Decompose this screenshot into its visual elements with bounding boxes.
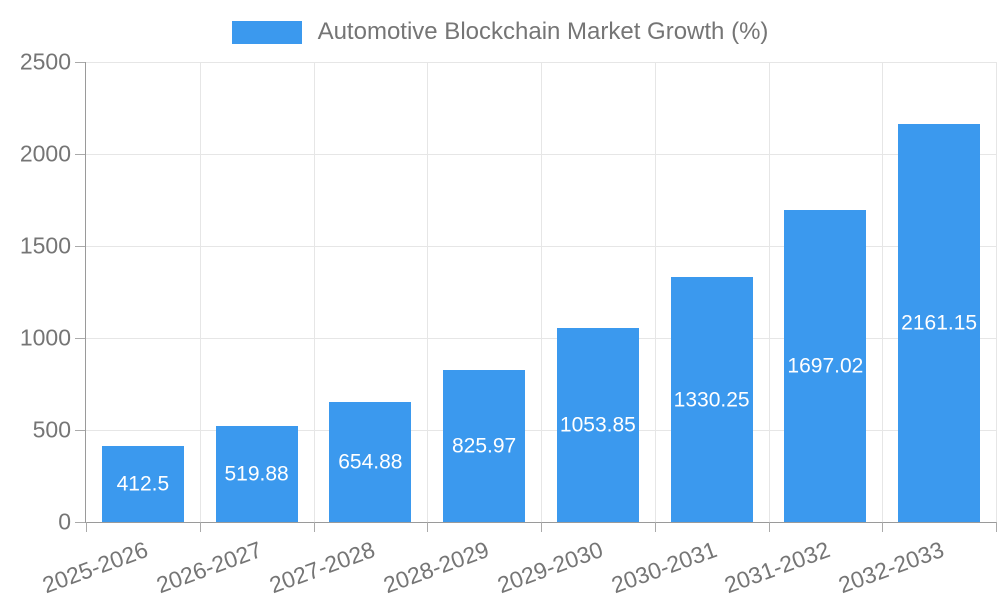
- bar: [898, 124, 980, 522]
- legend: Automotive Blockchain Market Growth (%): [0, 14, 1000, 50]
- gridline-vertical: [769, 62, 770, 522]
- gridline-vertical: [996, 62, 997, 522]
- bar: [557, 328, 639, 522]
- bar: [671, 277, 753, 522]
- y-axis-tick: [75, 154, 85, 155]
- y-axis-tick-label: 1500: [19, 232, 71, 259]
- y-axis-tick-label: 2500: [19, 48, 71, 75]
- gridline-vertical: [541, 62, 542, 522]
- y-axis-tick-label: 500: [32, 416, 71, 443]
- y-axis-tick: [75, 338, 85, 339]
- y-axis-tick: [75, 62, 85, 63]
- y-axis-tick-label: 1000: [19, 324, 71, 351]
- legend-label: Automotive Blockchain Market Growth (%): [317, 18, 769, 45]
- bar: [784, 210, 866, 522]
- y-axis-tick-label: 0: [58, 508, 71, 535]
- y-axis-tick: [75, 430, 85, 431]
- x-axis-tick: [769, 522, 770, 532]
- x-axis-tick: [314, 522, 315, 532]
- bar: [216, 426, 298, 522]
- x-axis-tick: [427, 522, 428, 532]
- gridline-vertical: [427, 62, 428, 522]
- gridline-vertical: [314, 62, 315, 522]
- y-axis-tick: [75, 522, 85, 523]
- gridline-vertical: [655, 62, 656, 522]
- bar-value-label: 2161.15: [901, 311, 978, 335]
- bar-value-label: 412.5: [116, 472, 170, 496]
- bar-value-label: 1330.25: [673, 388, 750, 411]
- bar: [329, 402, 411, 522]
- gridline-vertical: [200, 62, 201, 522]
- y-axis-tick-label: 2000: [19, 140, 71, 167]
- x-axis-tick: [882, 522, 883, 532]
- bar: [443, 370, 525, 522]
- bar: [102, 446, 184, 522]
- x-axis-tick: [541, 522, 542, 532]
- x-axis-tick: [200, 522, 201, 532]
- x-axis-tick: [996, 522, 997, 532]
- bar-value-label: 1053.85: [559, 413, 636, 437]
- bar-value-label: 1697.02: [787, 354, 864, 378]
- legend-swatch-icon: [231, 20, 302, 44]
- bar-value-label: 654.88: [338, 450, 403, 474]
- plot-area: 0 500 1000 1500 2000 2500 412.5 2025-2026 519.88…: [20, 50, 997, 598]
- gridline-vertical: [882, 62, 883, 522]
- x-axis-tick: [655, 522, 656, 532]
- y-axis-tick: [75, 246, 85, 247]
- x-axis-tick: [86, 522, 87, 532]
- bar-value-label: 825.97: [452, 434, 517, 458]
- bar-value-label: 519.88: [224, 462, 289, 486]
